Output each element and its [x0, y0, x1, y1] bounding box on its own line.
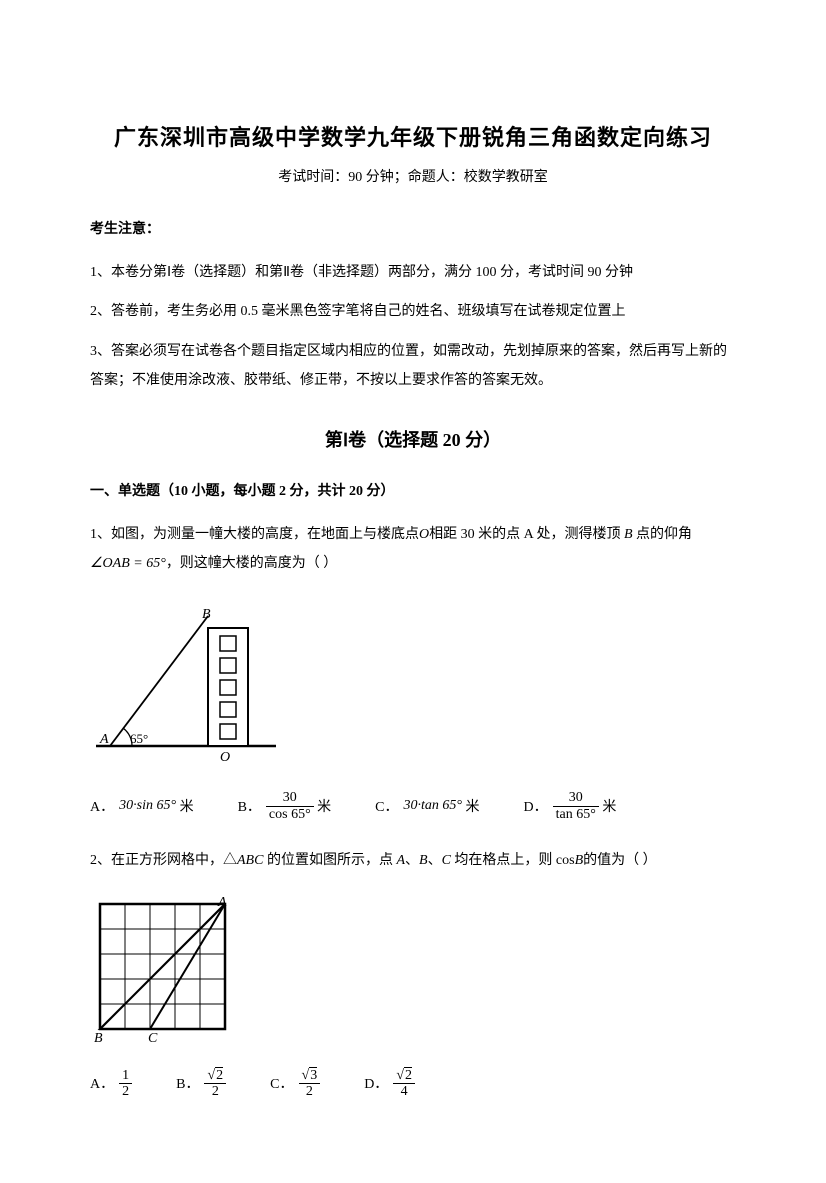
q2-text-4: 的值为（ ）	[583, 853, 657, 868]
q2-A: A	[396, 853, 405, 868]
q1-option-B: B． 30 cos 65° 米	[238, 790, 332, 822]
q2-opt-A-den: 2	[119, 1084, 132, 1099]
q2-C: C	[442, 853, 451, 868]
q2-opt-A-num: 1	[119, 1068, 132, 1084]
q2-opt-C-label: C．	[270, 1073, 293, 1093]
q2-text-1: 2、在正方形网格中，△	[90, 853, 237, 868]
exam-subtitle: 考试时间：90 分钟；命题人：校数学教研室	[90, 166, 736, 186]
instruction-1: 1、本卷分第Ⅰ卷（选择题）和第Ⅱ卷（非选择题）两部分，满分 100 分，考试时间…	[90, 258, 736, 287]
q1-fig-B: B	[202, 607, 211, 622]
exam-title: 广东深圳市高级中学数学九年级下册锐角三角函数定向练习	[90, 120, 736, 152]
q2-opt-B-frac: √2 2	[204, 1068, 226, 1100]
q1-text-2: 相距 30 米的点 A 处，测得楼顶	[429, 527, 620, 542]
q2-option-B: B． √2 2	[176, 1068, 226, 1100]
question-2: 2、在正方形网格中，△ABC 的位置如图所示，点 A、B、C 均在格点上，则 c…	[90, 846, 736, 875]
q2-opt-D-frac: √2 4	[393, 1068, 415, 1100]
q2-fig-C: C	[148, 1031, 158, 1044]
notice-label: 考生注意：	[90, 218, 736, 238]
q1-fig-O: O	[220, 750, 230, 765]
q1-point-O: O	[419, 527, 429, 542]
q2-options: A． 1 2 B． √2 2 C． √3 2 D． √2 4	[90, 1068, 736, 1100]
part-1-heading: 第Ⅰ卷（选择题 20 分）	[90, 426, 736, 452]
q2-opt-B-rootnum: 2	[215, 1067, 223, 1083]
q2-opt-C-rootnum: 3	[309, 1067, 317, 1083]
q2-opt-C-frac: √3 2	[299, 1068, 321, 1100]
q1-opt-D-num: 30	[553, 790, 599, 806]
q1-opt-A-suf: 米	[180, 796, 194, 816]
exam-page: 广东深圳市高级中学数学九年级下册锐角三角函数定向练习 考试时间：90 分钟；命题…	[0, 0, 826, 1183]
q2-B: B	[419, 853, 428, 868]
q1-opt-C-expr: 30·tan 65°	[404, 798, 463, 814]
q2-opt-B-den: 2	[204, 1084, 226, 1099]
q1-svg: A 65° B O	[90, 596, 280, 766]
q1-opt-B-den: cos 65°	[266, 807, 314, 822]
section-1-heading: 一、单选题（10 小题，每小题 2 分，共计 20 分）	[90, 480, 736, 500]
q2-opt-D-label: D．	[364, 1073, 388, 1093]
q1-opt-D-suf: 米	[602, 796, 616, 816]
q2-text-2: 的位置如图所示，点	[267, 853, 393, 868]
q1-opt-B-num: 30	[266, 790, 314, 806]
q2-opt-D-den: 4	[393, 1084, 415, 1099]
q2-opt-A-frac: 1 2	[119, 1068, 132, 1100]
q2-abc: ABC	[237, 853, 263, 868]
q2-opt-B-label: B．	[176, 1073, 199, 1093]
q1-opt-D-label: D．	[524, 796, 548, 816]
q1-opt-C-label: C．	[375, 796, 398, 816]
instruction-3: 3、答案必须写在试卷各个题目指定区域内相应的位置，如需改动，先划掉原来的答案，然…	[90, 337, 736, 396]
q1-option-C: C． 30·tan 65° 米	[375, 796, 479, 816]
q1-text-1: 1、如图，为测量一幢大楼的高度，在地面上与楼底点	[90, 527, 419, 542]
q1-opt-B-suf: 米	[317, 796, 331, 816]
q2-opt-A-label: A．	[90, 1073, 114, 1093]
q2-fig-A: A	[217, 895, 227, 910]
instruction-2: 2、答卷前，考生务必用 0.5 毫米黑色签字笔将自己的姓名、班级填写在试卷规定位…	[90, 297, 736, 326]
q1-opt-D-frac: 30 tan 65°	[553, 790, 599, 822]
q1-angle-expr: ∠OAB = 65°	[90, 556, 166, 571]
q1-text-3: 点的仰角	[636, 527, 692, 542]
q2-opt-D-rootnum: 2	[404, 1067, 412, 1083]
q1-opt-A-expr: 30·sin 65°	[119, 798, 176, 814]
q1-options: A． 30·sin 65° 米 B． 30 cos 65° 米 C． 30·ta…	[90, 790, 736, 822]
q1-opt-C-suf: 米	[466, 796, 480, 816]
q2-option-C: C． √3 2	[270, 1068, 320, 1100]
q1-opt-B-frac: 30 cos 65°	[266, 790, 314, 822]
q1-opt-A-label: A．	[90, 796, 114, 816]
q2-option-A: A． 1 2	[90, 1068, 132, 1100]
q1-opt-B-label: B．	[238, 796, 261, 816]
q2-fig-B: B	[94, 1031, 103, 1044]
q1-option-D: D． 30 tan 65° 米	[524, 790, 617, 822]
q1-point-B: B	[624, 527, 633, 542]
q2-svg: A B C	[90, 894, 240, 1044]
question-1: 1、如图，为测量一幢大楼的高度，在地面上与楼底点O相距 30 米的点 A 处，测…	[90, 520, 736, 579]
q1-option-A: A． 30·sin 65° 米	[90, 796, 194, 816]
q2-opt-C-den: 2	[299, 1084, 321, 1099]
q2-figure: A B C	[90, 894, 736, 1044]
q1-fig-A: A	[99, 732, 109, 747]
q1-figure: A 65° B O	[90, 596, 736, 766]
q2-text-3: 均在格点上，则 cos	[454, 853, 574, 868]
q1-fig-angle: 65°	[130, 731, 148, 746]
q2-cosB: B	[575, 853, 584, 868]
q1-opt-D-den: tan 65°	[553, 807, 599, 822]
q1-text-4: ，则这幢大楼的高度为（ ）	[166, 556, 338, 571]
q2-option-D: D． √2 4	[364, 1068, 415, 1100]
